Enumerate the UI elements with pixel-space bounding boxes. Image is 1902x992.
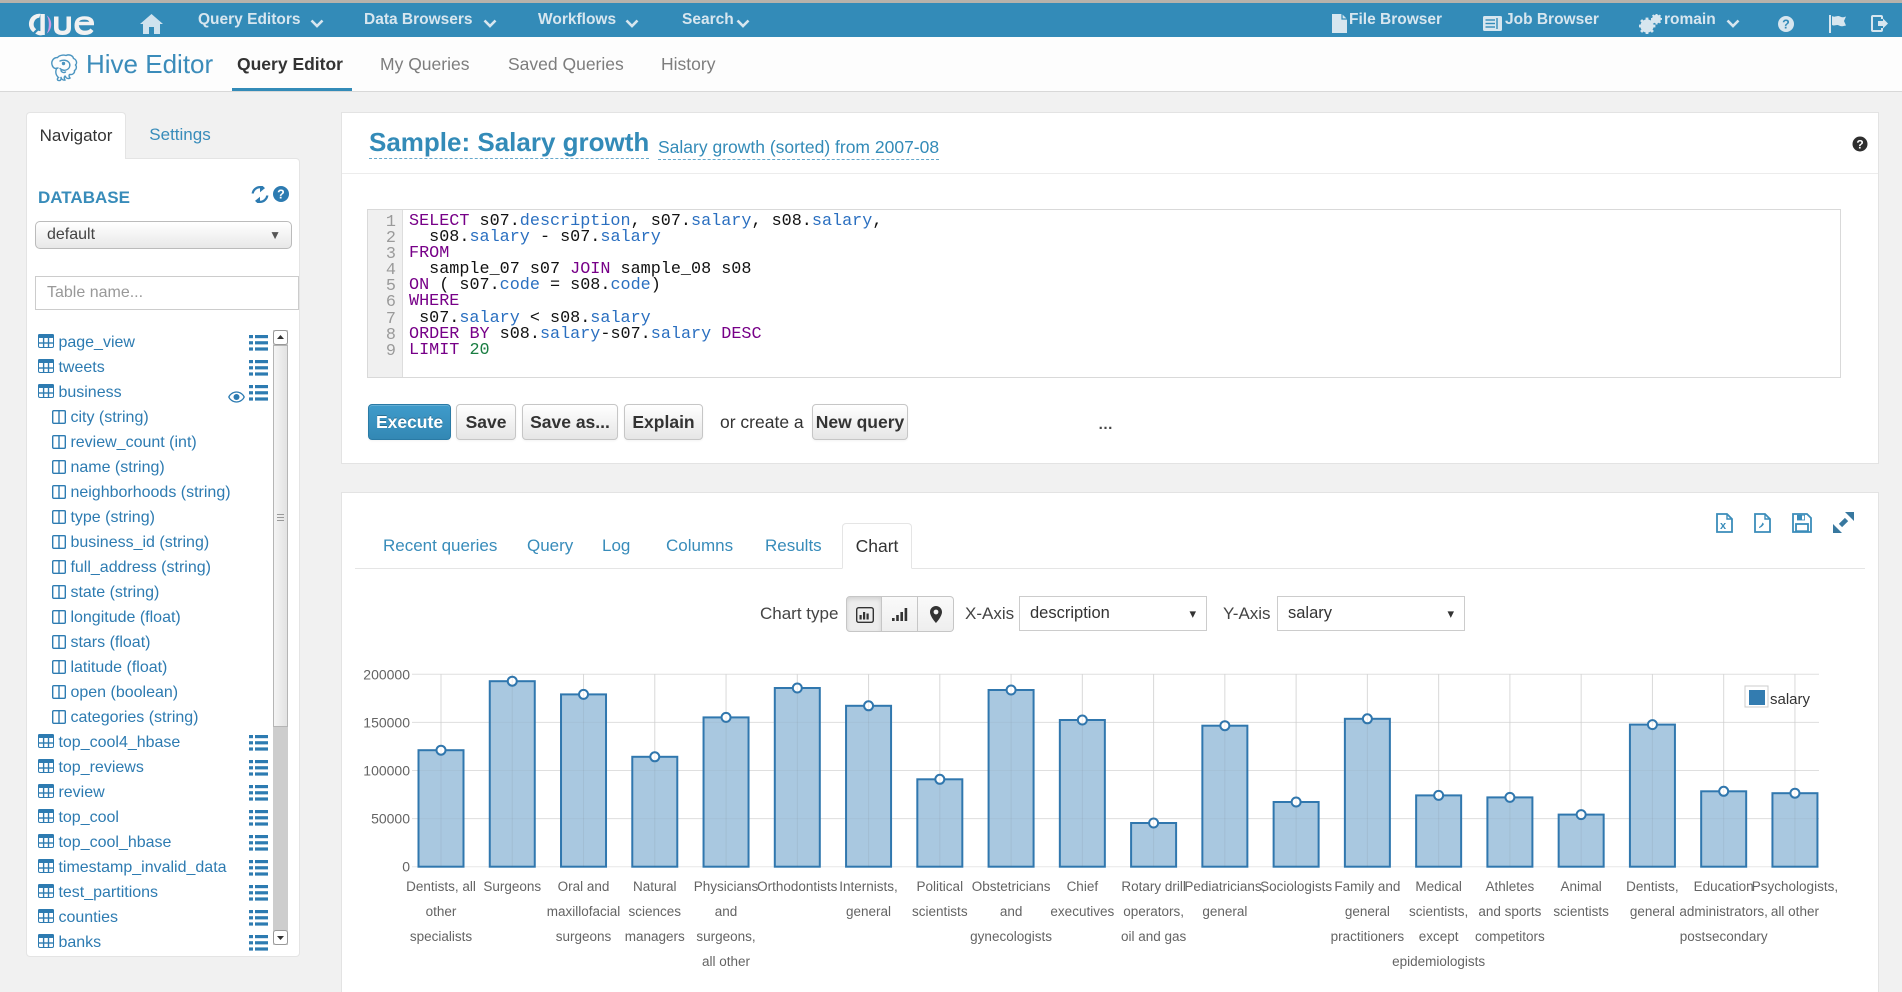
svg-text:?: ? (277, 188, 285, 202)
svg-text:salary: salary (1770, 691, 1811, 708)
svg-text:?: ? (1782, 18, 1790, 32)
svg-text:x: x (1720, 520, 1727, 532)
svg-text:0: 0 (402, 859, 410, 875)
svg-text:50000: 50000 (371, 811, 410, 827)
svg-text:100000: 100000 (363, 763, 410, 779)
svg-text:150000: 150000 (363, 714, 410, 730)
svg-text:200000: 200000 (363, 666, 410, 682)
svg-text:?: ? (1856, 137, 1863, 151)
